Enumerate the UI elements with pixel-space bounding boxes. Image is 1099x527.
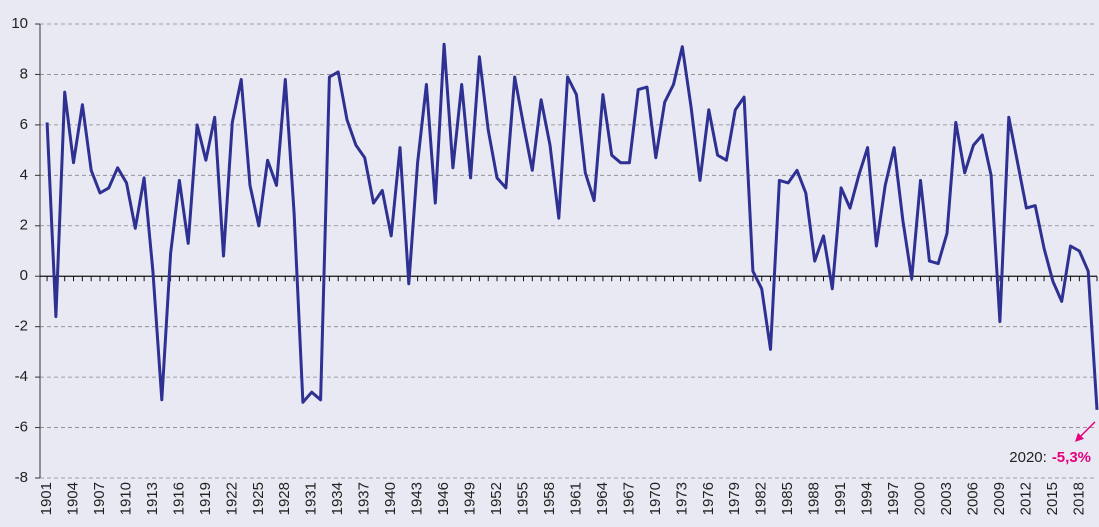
x-tick-label: 1928 xyxy=(276,482,293,515)
y-tick-label: 0 xyxy=(20,267,28,284)
x-tick-label: 1910 xyxy=(117,482,134,515)
x-tick-label: 1961 xyxy=(567,482,584,515)
x-tick-label: 1946 xyxy=(435,482,452,515)
x-tick-label: 1925 xyxy=(250,482,267,515)
y-tick-label: 10 xyxy=(11,15,28,32)
x-tick-label: 1916 xyxy=(170,482,187,515)
x-tick-label: 1991 xyxy=(832,482,849,515)
x-tick-label: 1901 xyxy=(38,482,55,515)
x-tick-label: 1937 xyxy=(356,482,373,515)
x-tick-label: 1994 xyxy=(859,482,876,515)
x-tick-label: 1982 xyxy=(753,482,770,515)
y-tick-label: 6 xyxy=(20,116,28,133)
x-tick-label: 1907 xyxy=(91,482,108,515)
x-tick-label: 1919 xyxy=(197,482,214,515)
x-tick-label: 1913 xyxy=(144,482,161,515)
x-tick-label: 1985 xyxy=(779,482,796,515)
x-tick-label: 2003 xyxy=(938,482,955,515)
annotation: 2020: -5,3% xyxy=(1009,449,1091,466)
x-tick-label: 1967 xyxy=(620,482,637,515)
x-tick-label: 2000 xyxy=(912,482,929,515)
x-tick-label: 2009 xyxy=(991,482,1008,515)
x-tick-label: 1904 xyxy=(64,482,81,515)
x-tick-label: 2006 xyxy=(964,482,981,515)
x-tick-label: 1922 xyxy=(223,482,240,515)
x-tick-label: 1976 xyxy=(700,482,717,515)
x-tick-label: 1979 xyxy=(726,482,743,515)
y-tick-label: 4 xyxy=(20,166,28,183)
x-tick-label: 1958 xyxy=(541,482,558,515)
annotation-arrow xyxy=(1078,421,1096,439)
x-tick-label: 1934 xyxy=(329,482,346,515)
x-tick-label: 1943 xyxy=(409,482,426,515)
y-tick-label: -4 xyxy=(15,368,28,385)
data-line xyxy=(45,42,1099,410)
x-tick-label: 2018 xyxy=(1070,482,1087,515)
y-tick-label: 8 xyxy=(20,65,28,82)
x-tick-label: 1940 xyxy=(382,482,399,515)
y-tick-label: -2 xyxy=(15,318,28,335)
x-tick-label: 2015 xyxy=(1044,482,1061,515)
x-tick-label: 1997 xyxy=(885,482,902,515)
x-tick-label: 1931 xyxy=(303,482,320,515)
x-tick-label: 1970 xyxy=(647,482,664,515)
annotation-label: 2020: xyxy=(1009,449,1047,466)
x-tick-label: 1964 xyxy=(594,482,611,515)
y-tick-label: -6 xyxy=(15,419,28,436)
x-tick-label: 2012 xyxy=(1017,482,1034,515)
y-tick-label: -8 xyxy=(15,469,28,486)
x-tick-label: 1988 xyxy=(806,482,823,515)
x-tick-label: 1952 xyxy=(488,482,505,515)
annotation-value: -5,3% xyxy=(1052,449,1091,466)
x-tick-label: 1955 xyxy=(514,482,531,515)
annotation-arrowhead xyxy=(1075,432,1084,442)
y-tick-label: 2 xyxy=(20,217,28,234)
x-tick-label: 1973 xyxy=(673,482,690,515)
x-tick-label: 1949 xyxy=(462,482,479,515)
